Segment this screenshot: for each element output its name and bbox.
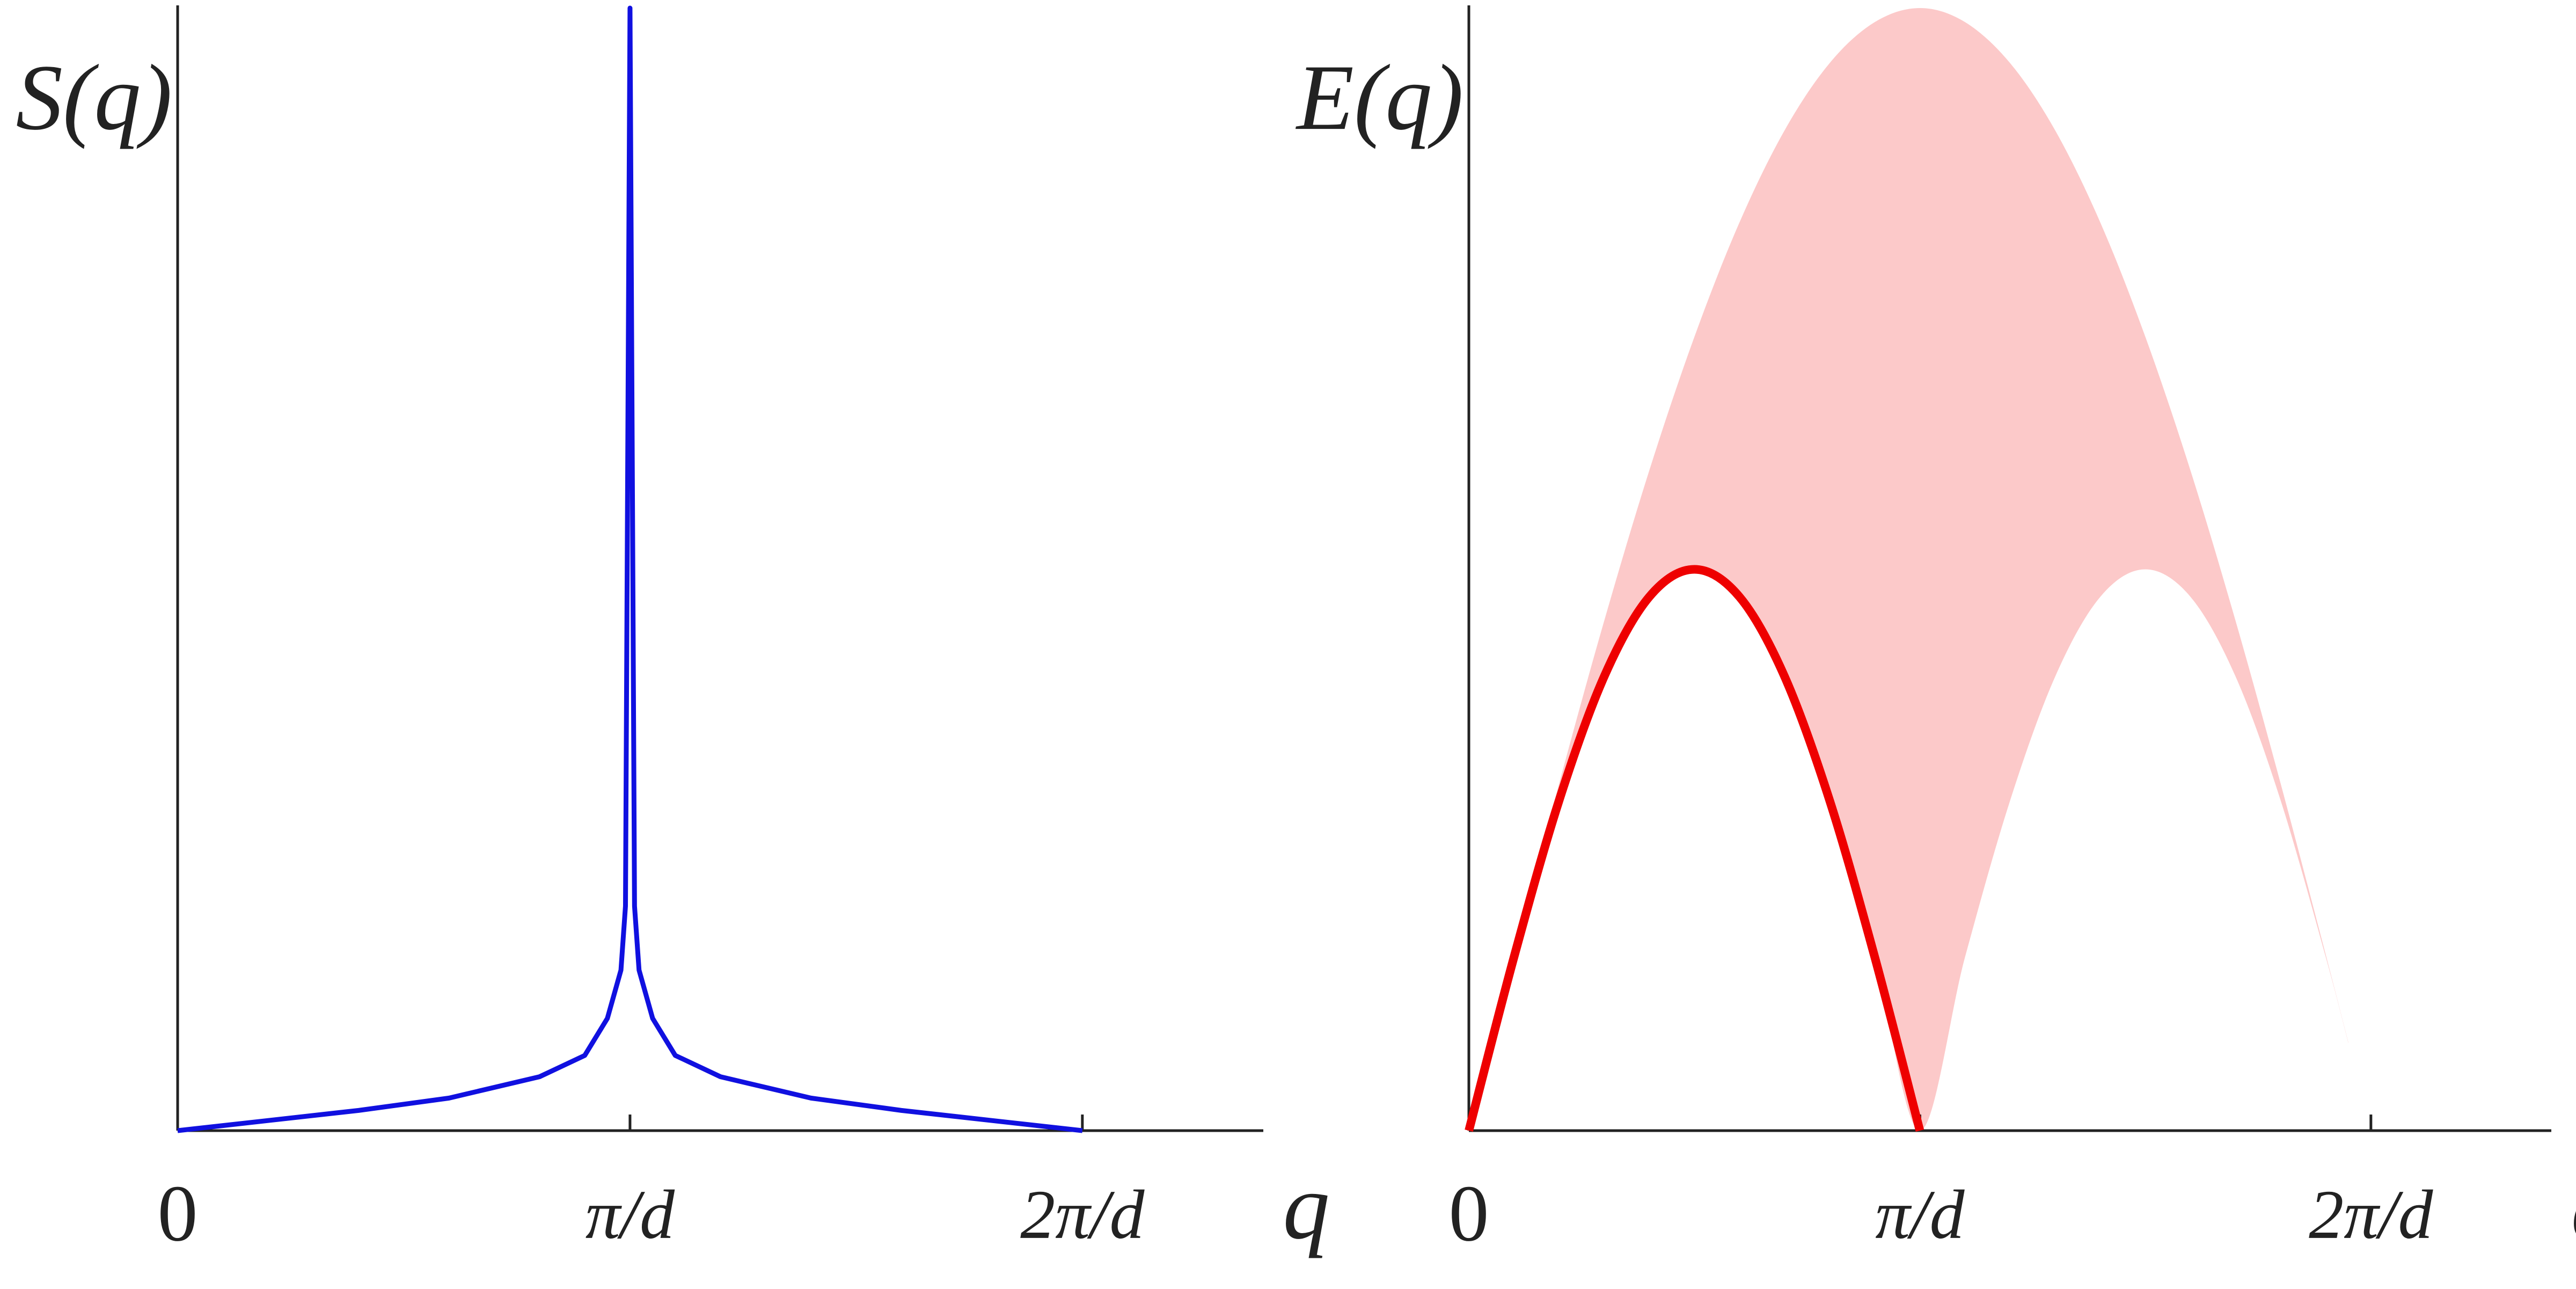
x-tick-label: 2π/d	[2309, 1176, 2433, 1254]
x-axis-label: q	[1283, 1154, 1330, 1258]
data-line	[177, 5, 1083, 1133]
x-tick-label: π/d	[586, 1176, 675, 1254]
x-tick-label: π/d	[1875, 1176, 1965, 1254]
band-area	[1469, 8, 2348, 1131]
x-axis-label: q	[2571, 1154, 2576, 1258]
y-axis-label: S(q)	[16, 45, 172, 149]
x-tick-label: 0	[1449, 1169, 1489, 1258]
data-line	[1465, 565, 1924, 1132]
x-tick-label: 0	[158, 1169, 198, 1258]
x-tick-label: 2π/d	[1020, 1176, 1145, 1254]
y-axis-label: E(q)	[1295, 45, 1463, 149]
